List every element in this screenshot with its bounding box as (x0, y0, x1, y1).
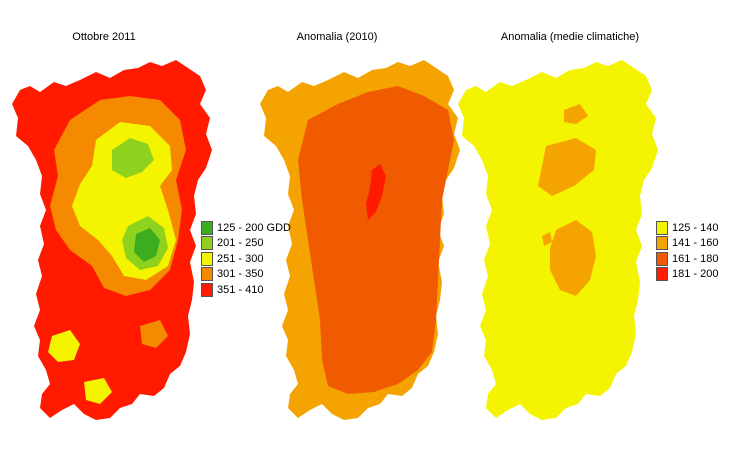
legend-swatch (201, 251, 213, 266)
panel3-title: Anomalia (medie climatiche) (500, 31, 640, 43)
legend-entry: 125 - 140 (656, 220, 718, 236)
legend-label: 181 - 200 (672, 268, 719, 281)
legend-swatch (201, 282, 213, 297)
panel1-title: Ottobre 2011 (72, 31, 136, 43)
legend-swatch (201, 236, 213, 251)
legend-swatch (201, 220, 213, 235)
legend-swatch (656, 251, 668, 266)
legend-label: 141 - 160 (672, 237, 719, 250)
legend-label: 201 - 250 (217, 237, 264, 250)
legend-label: 351 - 410 (217, 283, 264, 296)
legend-ottobre-2011: 125 - 200 GDD 201 - 250 251 - 300 301 - … (201, 220, 291, 298)
legend-swatch (656, 220, 668, 235)
legend-swatch (656, 267, 668, 282)
legend-entry: 125 - 200 GDD (201, 220, 291, 236)
legend-entry: 301 - 350 (201, 267, 291, 283)
legend-entry: 351 - 410 (201, 282, 291, 298)
legend-label: 125 - 140 (672, 221, 719, 234)
map-ottobre-2011 (12, 60, 212, 420)
legend-label: 251 - 300 (217, 252, 264, 265)
panel2-title: Anomalia (2010) (296, 31, 378, 43)
legend-label: 125 - 200 GDD (217, 221, 291, 234)
legend-label: 161 - 180 (672, 252, 719, 265)
legend-entry: 141 - 160 (656, 236, 718, 252)
map-anomalia-medie-climatiche (458, 60, 658, 420)
legend-entry: 161 - 180 (656, 251, 718, 267)
legend-medie-climatiche: 125 - 140 141 - 160 161 - 180 181 - 200 (656, 220, 718, 282)
legend-label: 301 - 350 (217, 268, 264, 281)
map-anomalia-2010 (260, 60, 460, 420)
legend-entry: 251 - 300 (201, 251, 291, 267)
legend-entry: 181 - 200 (656, 267, 718, 283)
legend-swatch (656, 236, 668, 251)
legend-entry: 201 - 250 (201, 236, 291, 252)
legend-swatch (201, 267, 213, 282)
